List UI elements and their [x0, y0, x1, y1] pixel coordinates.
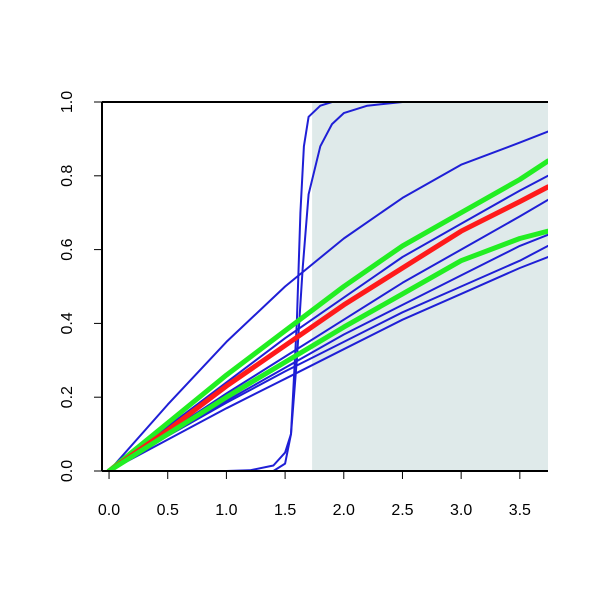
series-line-green-9 — [106, 158, 548, 471]
x-tick-label: 3.5 — [509, 502, 531, 519]
y-tick-label: 1.0 — [59, 91, 76, 113]
series-line-blue-4 — [108, 174, 548, 471]
series-line-blue-1 — [108, 102, 548, 471]
y-tick-label: 0.0 — [59, 460, 76, 482]
shaded-region — [312, 102, 548, 471]
x-tick-label: 0.5 — [157, 502, 179, 519]
y-tick-label: 0.8 — [59, 165, 76, 187]
y-tick-label: 0.2 — [59, 386, 76, 408]
plot-area — [106, 102, 548, 471]
x-tick-label: 2.0 — [333, 502, 355, 519]
series-line-green-11 — [106, 228, 548, 471]
y-tick-label: 0.4 — [59, 312, 76, 334]
x-tick-label: 2.5 — [391, 502, 413, 519]
x-tick-label: 1.0 — [215, 502, 237, 519]
x-tick-label: 3.0 — [450, 502, 472, 519]
axes: 0.0 0.5 1.0 1.5 2.0 2.5 3.0 3.5 0.0 0.2 0.4 0.6 0.8 1… — [59, 91, 548, 519]
x-tick-label: 0.0 — [98, 502, 120, 519]
series-line-blue-7 — [108, 244, 548, 471]
y-tick-label: 0.6 — [59, 238, 76, 260]
series-line-blue-3 — [108, 130, 548, 471]
series-line-blue-8 — [108, 256, 548, 471]
series-line-red-10 — [106, 184, 548, 471]
x-tick-label: 1.5 — [274, 502, 296, 519]
series-line-blue-2 — [108, 102, 548, 471]
